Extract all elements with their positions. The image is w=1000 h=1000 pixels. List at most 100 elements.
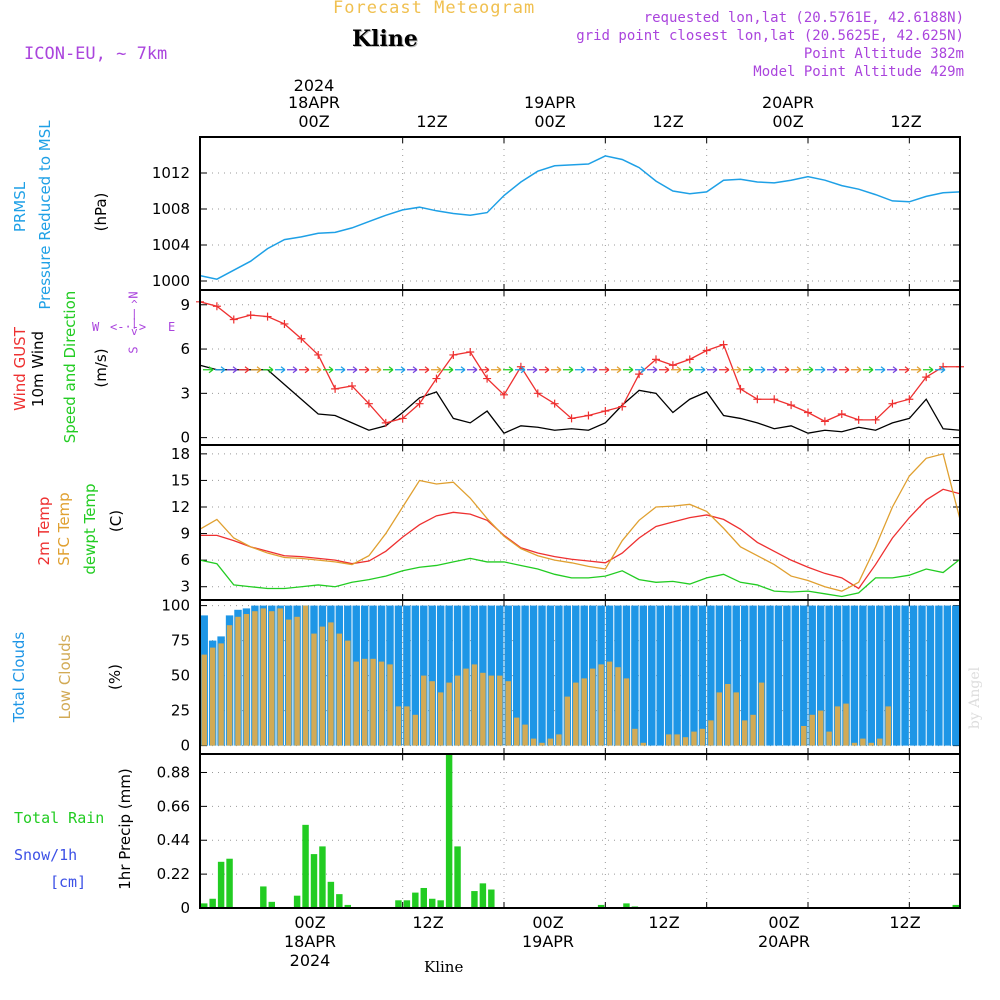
wind-direction-arrow [395,366,406,374]
total-cloud-bar [816,605,825,746]
low-cloud-bar [218,643,224,746]
rain-bar [952,904,959,908]
total-cloud-bar [926,605,935,746]
dewpt-line [199,557,961,598]
y-tick-label: 9 [180,296,190,314]
wind-direction-arrow [479,366,490,374]
low-cloud-bar [311,633,317,746]
low-cloud-bar [682,737,689,746]
low-cloud-bar [404,706,410,746]
low-cloud-bar [201,654,207,746]
wind-direction-arrow [575,366,586,374]
wind-direction-arrow [755,366,766,374]
top-time-label-6: 12Z [890,112,922,131]
low-cloud-bar [336,633,343,746]
y-tick-label: 0.22 [157,865,190,883]
gust-marker [432,374,441,383]
low-cloud-bar [674,734,680,746]
low-cloud-bar [235,616,241,746]
total-cloud-bar [580,605,588,746]
low-cloud-bar [370,658,376,746]
top-time-label-3: 00Z [534,112,566,131]
total-cloud-bar [538,605,546,746]
wind-direction-arrow [275,366,286,374]
rain-bar [395,900,402,908]
top-time-label-2: 12Z [416,112,448,131]
rain-bar [209,898,216,908]
top-time-label-1: 00Z [298,112,330,131]
total-cloud-bar [436,605,445,746]
bottom-day-label-5: 20APR [757,932,811,951]
low-cloud-bar [725,684,731,746]
gust-marker [500,390,508,399]
pressure-line [199,155,961,280]
total-cloud-bar [884,605,892,746]
total-cloud-bar [622,605,631,746]
wind-direction-arrow [371,366,382,374]
gust-marker [466,348,475,356]
precip-legend-rain: Total Rain [14,809,105,827]
low-cloud-bar [564,696,571,746]
rain-bar [445,754,453,908]
rain-bar [327,881,335,908]
low-cloud-bar [513,717,520,746]
low-cloud-bar [471,664,478,746]
wind-direction-arrow [803,366,814,374]
total-cloud-bar [639,605,648,746]
total-cloud-bar [935,605,943,746]
wind-direction-arrow [587,366,598,374]
wind-direction-arrow [635,366,646,374]
bottom-time-label-3: 00Z [532,913,564,932]
rain-bar [437,900,444,908]
wind-direction-arrow [851,366,862,374]
rain-bar [412,892,419,908]
low-cloud-bar [345,640,351,746]
wind-direction-arrow [779,366,790,374]
total-cloud-bar [774,605,783,746]
info-line-gridpoint: grid point closest lon,lat (20.5625E, 42… [576,28,964,44]
y-tick-label: 25 [171,702,190,720]
wind-direction-arrow [407,366,418,374]
rain-bar [429,898,436,908]
rain-bar [454,846,461,908]
low-cloud-bar [885,706,891,746]
low-cloud-bar [741,720,748,746]
low-cloud-bar [615,667,621,746]
wind-direction-arrow [827,366,838,374]
wind-direction-arrow [287,366,298,374]
wind-direction-arrow [539,366,550,374]
gust-marker [212,302,221,311]
total-cloud-bar [918,605,926,746]
gust-marker [364,399,373,408]
total-cloud-bar [707,605,715,746]
rain-bar [403,900,411,908]
y-tick-label: 15 [171,471,190,489]
low-cloud-bar [395,706,402,746]
wind-direction-arrow [719,366,730,374]
wind-direction-arrow [527,366,538,374]
gust-marker [635,370,644,379]
low-cloud-bar [209,647,216,746]
total-cloud-bar [766,605,774,746]
y-tick-label: 3 [180,578,190,596]
total-cloud-bar [512,605,521,746]
total-cloud-bar [529,605,538,746]
wind-direction-arrow [875,366,886,374]
total-cloud-bar [563,605,572,746]
gust-marker [398,414,407,423]
rain-bar [336,894,343,908]
low-cloud-bar [665,734,672,746]
total-cloud-bar [690,605,698,746]
precip-legend-snow: Snow/1h [14,846,78,864]
y-tick-label: 1000 [152,272,190,290]
low-cloud-bar [446,682,452,746]
low-cloud-bar [488,675,495,746]
panel-frame [199,136,961,291]
low-cloud-bar [598,664,604,746]
low-cloud-bar [556,734,562,746]
low-cloud-bar [834,706,841,746]
gust-marker [820,417,829,426]
total-cloud-bar [876,605,884,746]
wind-direction-arrow [899,366,910,374]
